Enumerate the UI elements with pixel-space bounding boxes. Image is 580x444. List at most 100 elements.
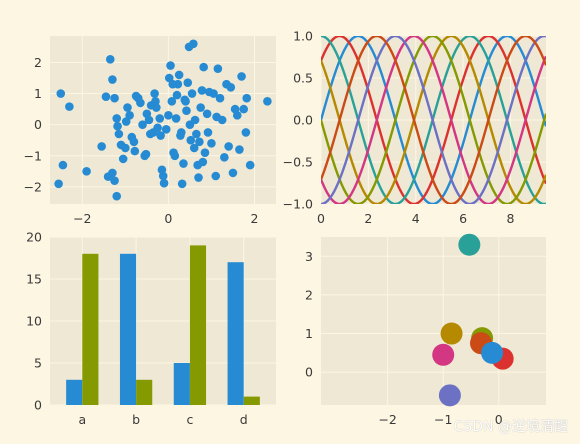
scatter-point [189,39,198,49]
scatter-point [118,154,128,164]
scatter-marker [432,343,455,366]
scatter-marker [440,322,463,345]
scatter-point [155,114,165,123]
scatter-point [203,128,213,137]
y-tick-label: 2 [305,287,313,302]
scatter-plot-top-left: −2 0 2 −2 −1 0 1 2 [24,36,276,226]
scatter-point [213,64,223,73]
y-tick-label: −1.0 [283,197,313,212]
scatter-point [97,142,106,151]
x-tick-label: c [186,412,193,427]
y-tick-label: −1 [24,148,42,163]
scatter-point [186,135,196,145]
scatter-point [153,123,162,133]
scatter-point [113,121,122,131]
scatter-point [174,70,184,80]
bar [119,253,137,405]
x-tick-label: 2 [250,211,258,226]
scatter-point [237,72,246,81]
bar [173,363,190,405]
scatter-point [101,92,111,101]
scatter-point [198,157,208,167]
scatter-point [130,146,140,156]
scatter-point [112,114,122,123]
scatter-point [199,62,208,72]
scatter-point [173,79,183,89]
scatter-point [171,114,181,123]
x-tick-label: 6 [459,211,467,226]
scatter-point [241,128,251,137]
x-tick-label: 2 [364,211,372,226]
x-tick-label: 0 [317,211,325,226]
y-tick-label: 1.0 [293,29,313,44]
y-tick-label: 0 [34,117,42,132]
scatter-point [192,129,201,139]
scatter-point [211,171,221,181]
sine-curve [321,36,546,204]
scatter-point [123,103,132,112]
scatter-point [189,143,199,153]
scatter-point [108,168,117,178]
scatter-point [58,160,68,170]
scatter-point [166,61,175,70]
scatter-point [197,86,207,95]
axes-background [321,237,546,405]
x-tick-label: −2 [378,412,396,427]
sine-curve [321,36,546,204]
watermark: CSDN @逆境清醒 [453,419,568,435]
scatter-point [156,131,165,140]
scatter-point [179,159,188,168]
scatter-point [195,137,204,147]
scatter-point [224,142,233,151]
y-tick-label: 15 [26,272,42,287]
scatter-marker [481,341,504,364]
scatter-point [158,171,168,181]
scatter-point [167,97,177,106]
scatter-point [232,111,242,120]
scatter-point [108,75,117,84]
y-tick-label: 3 [305,249,313,264]
bar [227,262,244,405]
scatter-point [245,160,255,170]
scatter-point [235,145,244,154]
scatter-point [159,178,169,188]
bar [66,379,83,405]
sine-curve [321,36,546,204]
scatter-point [183,78,193,87]
bar [243,396,260,405]
scatter-point [226,83,236,92]
x-tick-label: 4 [412,211,420,226]
scatter-marker [458,233,481,256]
plot-area [321,36,546,204]
sine-curve [321,36,546,204]
scatter-point [194,173,203,182]
scatter-point [144,115,154,125]
scatter-point [215,93,225,103]
scatter-point [170,151,180,161]
scatter-point [190,115,200,125]
scatter-point [138,120,147,129]
x-tick-label: 0 [495,412,503,427]
y-tick-label: 20 [26,230,42,245]
y-tick-label: 0.5 [293,71,313,86]
bar [189,245,207,405]
bar [136,379,153,405]
y-tick-label: 1 [305,326,313,341]
scatter-point [187,89,197,98]
scatter-point [242,93,252,103]
y-tick-label: −0.5 [283,155,313,170]
y-tick-label: 10 [26,314,42,329]
scatter-point [136,98,145,108]
x-tick-label: 0 [164,211,172,226]
sine-curve [321,36,546,204]
scatter-point [164,111,173,120]
scatter-point [207,139,216,148]
x-tick-label: 8 [506,211,514,226]
scatter-point [105,55,115,64]
y-tick-label: 0 [305,365,313,380]
scatter-point [202,109,212,119]
scatter-point [176,128,186,137]
scatter-point [112,191,122,201]
scatter-point [228,168,238,178]
